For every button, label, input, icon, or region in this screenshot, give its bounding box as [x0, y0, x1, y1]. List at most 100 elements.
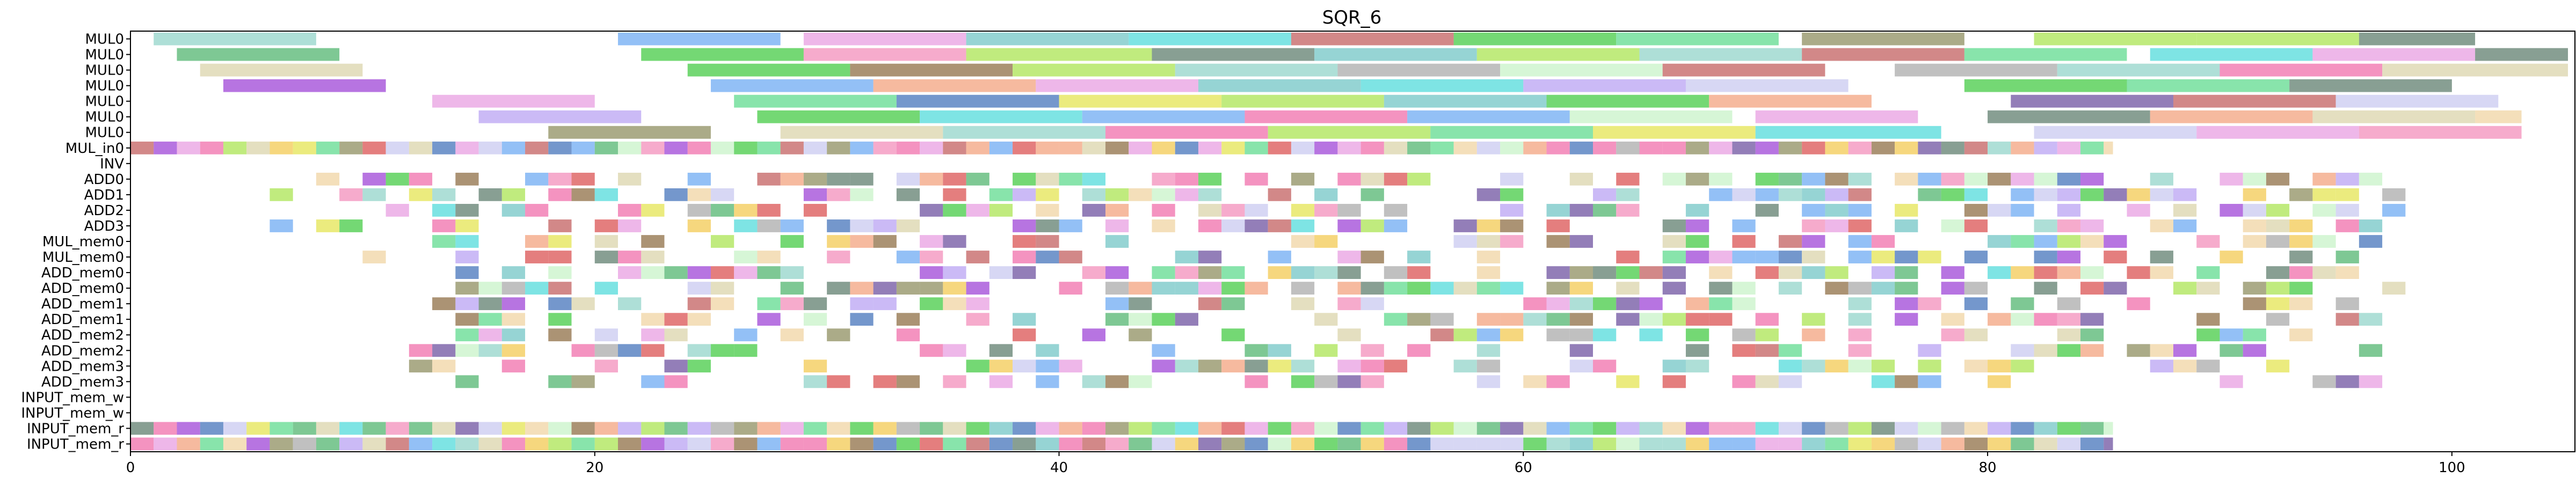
- task-bar: [1059, 219, 1082, 232]
- task-bar: [1871, 266, 1895, 279]
- task-bar: [1964, 188, 1988, 201]
- task-bar: [780, 297, 804, 311]
- task-bar: [920, 235, 943, 248]
- task-bar: [920, 141, 943, 155]
- task-bar: [1685, 141, 1709, 155]
- task-bar: [1732, 297, 1756, 311]
- task-bar: [2335, 172, 2359, 186]
- task-bar: [1082, 188, 1106, 201]
- task-bar: [1268, 126, 1431, 139]
- task-bar: [2057, 219, 2081, 232]
- task-bar: [780, 266, 804, 279]
- task-bar: [803, 437, 827, 451]
- task-bar: [1337, 172, 1361, 186]
- task-bar: [1245, 375, 1268, 388]
- task-bar: [1825, 172, 1849, 186]
- task-bar: [154, 437, 177, 451]
- task-bar: [1476, 282, 1501, 295]
- task-bar: [780, 235, 804, 248]
- task-bar: [1616, 204, 1640, 217]
- x-tick-label: 0: [126, 460, 135, 476]
- task-bar: [409, 188, 433, 201]
- task-bar: [2312, 48, 2476, 61]
- task-bar: [2057, 344, 2081, 357]
- task-bar: [943, 422, 966, 435]
- task-bar: [2057, 266, 2081, 279]
- task-bar: [757, 141, 781, 155]
- task-bar: [1453, 219, 1477, 232]
- task-bar: [2173, 188, 2197, 201]
- task-bar: [1407, 141, 1431, 155]
- task-bar: [1569, 328, 1593, 342]
- task-bar: [1848, 359, 1872, 373]
- task-bar: [548, 328, 572, 342]
- task-bar: [2011, 359, 2034, 373]
- task-bar: [1778, 251, 1802, 263]
- task-bar: [455, 313, 479, 326]
- task-bar: [1198, 422, 1222, 435]
- task-bar: [1268, 359, 1291, 373]
- task-bar: [2335, 266, 2359, 279]
- task-bar: [409, 141, 433, 155]
- task-bar: [455, 204, 479, 217]
- task-bar: [920, 172, 943, 186]
- task-bar: [2289, 282, 2313, 295]
- task-bar: [362, 141, 386, 155]
- task-bar: [618, 422, 642, 435]
- task-bar: [2243, 204, 2266, 217]
- task-bar: [1895, 63, 2057, 77]
- task-bar: [1778, 141, 1802, 155]
- task-bar: [409, 344, 433, 357]
- task-bar: [1662, 422, 1686, 435]
- task-bar: [1755, 188, 1779, 201]
- task-bar: [1152, 344, 1175, 357]
- task-bar: [1802, 48, 1964, 61]
- task-bar: [1013, 172, 1036, 186]
- task-bar: [478, 313, 502, 326]
- task-bar: [1337, 437, 1361, 451]
- task-bar: [827, 375, 850, 388]
- task-bar: [2034, 141, 2057, 155]
- task-bar: [1129, 32, 1291, 46]
- task-bar: [1988, 110, 2150, 123]
- task-bar: [1639, 266, 1663, 279]
- task-bar: [1616, 313, 1640, 326]
- task-bar: [2150, 359, 2173, 373]
- task-bar: [850, 282, 874, 295]
- task-bar: [1918, 251, 1941, 263]
- task-bar: [780, 219, 804, 232]
- y-tick-label: ADD_mem0: [41, 281, 124, 297]
- task-bar: [1198, 266, 1222, 279]
- task-bar: [943, 266, 966, 279]
- task-bar: [1175, 63, 1338, 77]
- task-bar: [1802, 313, 1825, 326]
- task-bar: [2220, 375, 2243, 388]
- task-bar: [2196, 126, 2359, 139]
- task-bar: [571, 188, 595, 201]
- task-bar: [757, 422, 781, 435]
- task-bar: [548, 188, 572, 201]
- task-bar: [2104, 437, 2113, 451]
- task-bar: [687, 344, 711, 357]
- task-bar: [501, 297, 526, 311]
- task-bar: [409, 437, 433, 451]
- task-bar: [710, 422, 734, 435]
- task-bar: [1848, 328, 1872, 342]
- task-bar: [896, 328, 920, 342]
- task-bar: [2057, 328, 2081, 342]
- task-bar: [1476, 422, 1501, 435]
- task-bar: [1384, 219, 1408, 232]
- task-bar: [478, 110, 642, 123]
- task-bar: [1802, 188, 1825, 201]
- task-bar: [1546, 219, 1570, 232]
- task-bar: [2104, 235, 2127, 248]
- task-bar: [1384, 313, 1408, 326]
- task-bar: [757, 110, 920, 123]
- task-bar: [2034, 344, 2057, 357]
- task-bar: [2173, 359, 2197, 373]
- task-bar: [1314, 204, 1338, 217]
- task-bar: [1848, 219, 1872, 232]
- task-bar: [780, 328, 804, 342]
- task-bar: [757, 204, 781, 217]
